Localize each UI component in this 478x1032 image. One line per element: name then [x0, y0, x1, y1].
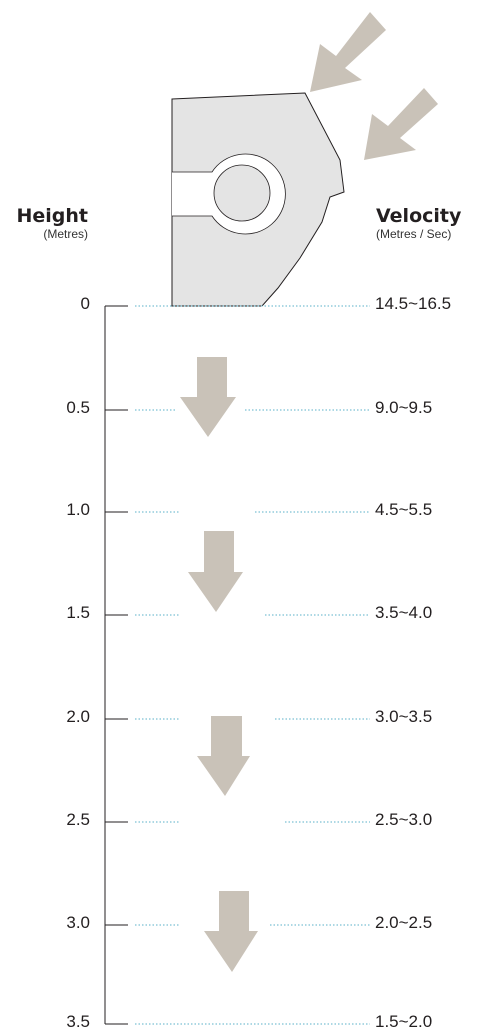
- velocity-header: Velocity (Metres / Sec): [376, 205, 476, 241]
- height-header: Height (Metres): [8, 205, 88, 241]
- height-label-0: 0: [80, 294, 90, 313]
- velocity-label-7: 1.5~2.0: [375, 1012, 433, 1031]
- velocity-label-6: 2.0~2.5: [375, 913, 433, 932]
- height-label-7: 3.5: [66, 1012, 90, 1031]
- device-hole: [213, 164, 271, 222]
- falling-arrow-3: [197, 716, 250, 796]
- height-label-3: 1.5: [66, 603, 90, 622]
- height-label-5: 2.5: [66, 810, 90, 829]
- height-title: Height: [16, 205, 88, 227]
- height-label-2: 1.0: [66, 500, 90, 519]
- velocity-title: Velocity: [376, 205, 462, 227]
- velocity-label-0: 14.5~16.5: [375, 294, 452, 313]
- velocity-label-4: 3.0~3.5: [375, 707, 433, 726]
- falling-arrow-2: [188, 531, 243, 612]
- height-label-4: 2.0: [66, 707, 90, 726]
- velocity-unit: (Metres / Sec): [376, 227, 452, 241]
- incoming-arrow-lower: [364, 88, 438, 160]
- height-label-1: 0.5: [66, 398, 90, 417]
- falling-arrow-1: [180, 357, 236, 437]
- height-label-6: 3.0: [66, 913, 90, 932]
- velocity-label-5: 2.5~3.0: [375, 810, 433, 829]
- velocity-label-1: 9.0~9.5: [375, 398, 433, 417]
- falling-arrow-4: [204, 891, 258, 972]
- incoming-arrow-upper: [310, 12, 386, 92]
- height-unit: (Metres): [43, 227, 88, 241]
- velocity-label-3: 3.5~4.0: [375, 603, 433, 622]
- velocity-label-2: 4.5~5.5: [375, 500, 433, 519]
